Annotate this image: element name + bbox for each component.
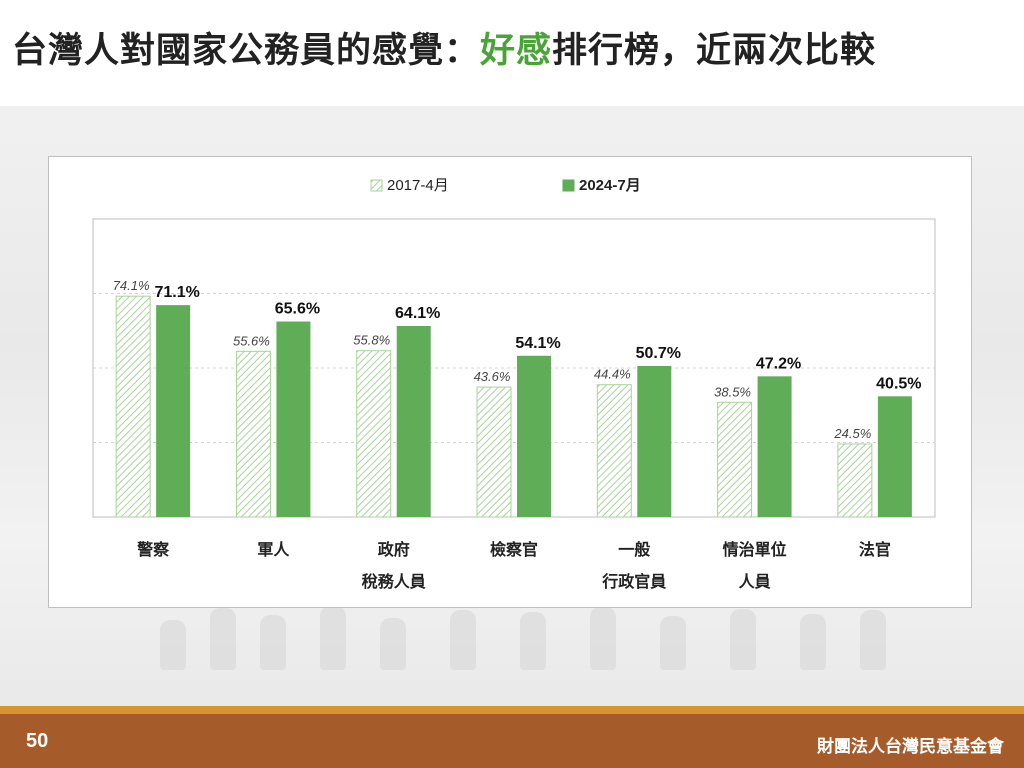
bar-2017-5 (596, 384, 632, 518)
data-label-2024-1: 71.1% (154, 284, 199, 301)
data-label-2017-7: 24.5% (833, 426, 871, 441)
bar-2024-6 (757, 376, 792, 517)
data-label-2024-4: 54.1% (515, 335, 560, 352)
category-label-6-line-1: 情治單位 (723, 540, 787, 559)
legend-label-2: 2024-7月 (579, 177, 641, 194)
category-label-3-line-1: 政府 (378, 540, 410, 559)
data-label-2024-5: 50.7% (636, 345, 681, 362)
category-label-1-line-1: 警察 (136, 540, 170, 559)
bar-2024-7 (877, 396, 912, 517)
title-band: 台灣人對國家公務員的感覺：好感排行榜，近兩次比較 (0, 0, 1024, 106)
data-label-2017-3: 55.8% (353, 333, 390, 348)
data-label-2024-3: 64.1% (395, 305, 440, 322)
category-label-6-line-2: 人員 (739, 572, 771, 591)
bar-chart: 2017-4月 2024-7月 74.1% 71.1% 警察 55.6% 65.6% 軍人 55… (92, 177, 936, 591)
bar-2017-2 (235, 350, 271, 518)
category-label-5-line-2: 行政官員 (601, 572, 666, 591)
data-label-2024-7: 40.5% (876, 375, 921, 392)
organization-name: 財團法人台灣民意基金會 (817, 737, 1004, 757)
background-silhouettes (150, 600, 910, 670)
footer-accent-strip (0, 706, 1024, 714)
bar-2017-7 (837, 443, 873, 518)
bar-2017-3 (356, 350, 392, 518)
category-label-3-line-2: 稅務人員 (362, 572, 426, 591)
bar-2024-3 (396, 325, 431, 517)
data-label-2017-1: 74.1% (113, 278, 150, 293)
bar-2017-1 (115, 295, 151, 518)
chart-frame: 2017-4月 2024-7月 74.1% 71.1% 警察 55.6% 65.6% 軍人 55… (48, 156, 972, 608)
bar-2024-5 (637, 365, 672, 517)
data-label-2024-2: 65.6% (275, 301, 320, 318)
bar-2024-2 (276, 321, 311, 517)
bar-2017-6 (717, 401, 753, 518)
data-label-2017-4: 43.6% (474, 369, 511, 384)
data-label-2017-5: 44.4% (594, 367, 631, 382)
legend-swatch-1 (370, 179, 383, 192)
bar-2024-4 (517, 355, 551, 517)
title-part1: 台灣人對國家公務員的感覺： (12, 31, 481, 71)
title-highlight: 好感 (480, 31, 553, 71)
bar-2017-4 (476, 386, 512, 518)
legend-label-1: 2017-4月 (387, 177, 449, 194)
category-label-5-line-1: 一般 (618, 540, 650, 559)
bar-2024-1 (156, 305, 191, 517)
category-label-2-line-1: 軍人 (257, 540, 290, 559)
category-label-4-line-1: 檢察官 (490, 540, 538, 559)
data-label-2017-6: 38.5% (714, 384, 751, 399)
legend-swatch-2 (562, 179, 575, 192)
slide-title: 台灣人對國家公務員的感覺：好感排行榜，近兩次比較 (12, 26, 876, 76)
category-label-7-line-1: 法官 (859, 540, 891, 559)
footer-bar: 50 財團法人台灣民意基金會 (0, 714, 1024, 768)
data-label-2024-6: 47.2% (756, 355, 801, 372)
page-number: 50 (26, 730, 49, 752)
title-part2: 排行榜，近兩次比較 (552, 31, 877, 71)
data-label-2017-2: 55.6% (233, 333, 270, 348)
